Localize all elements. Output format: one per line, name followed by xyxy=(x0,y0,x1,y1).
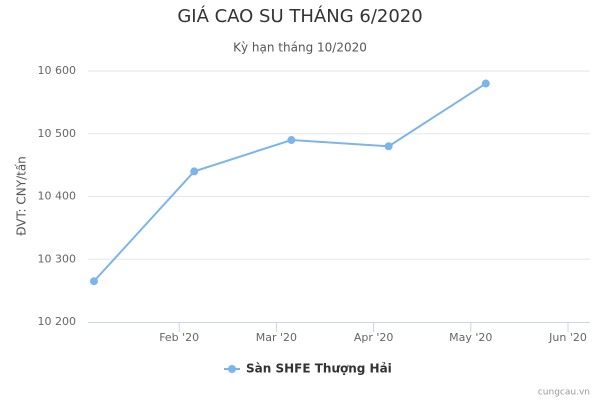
y-axis-label: ĐVT: CNY/tấn xyxy=(15,156,29,236)
legend-label: Sàn SHFE Thượng Hải xyxy=(246,362,392,376)
y-tick-label: 10 300 xyxy=(38,252,77,265)
x-tick-label: Feb '20 xyxy=(159,331,199,344)
x-tick-label: Apr '20 xyxy=(354,331,394,344)
x-tick-label: Jun '20 xyxy=(548,331,587,344)
data-point xyxy=(481,79,490,88)
x-tick-label: May '20 xyxy=(449,331,492,344)
credit: cungcau.vn xyxy=(538,388,590,398)
chart-subtitle: Kỳ hạn tháng 10/2020 xyxy=(233,41,367,55)
chart-title: GIÁ CAO SU THÁNG 6/2020 xyxy=(177,5,422,27)
y-tick-label: 10 200 xyxy=(38,315,77,328)
legend-marker xyxy=(228,365,236,373)
y-tick-label: 10 600 xyxy=(38,64,77,77)
y-tick-label: 10 500 xyxy=(38,127,77,140)
x-tick-label: Mar '20 xyxy=(256,331,297,344)
data-point xyxy=(384,142,393,151)
data-point xyxy=(190,167,199,176)
data-point xyxy=(287,136,296,145)
y-tick-label: 10 400 xyxy=(38,190,77,203)
data-point xyxy=(90,277,98,286)
